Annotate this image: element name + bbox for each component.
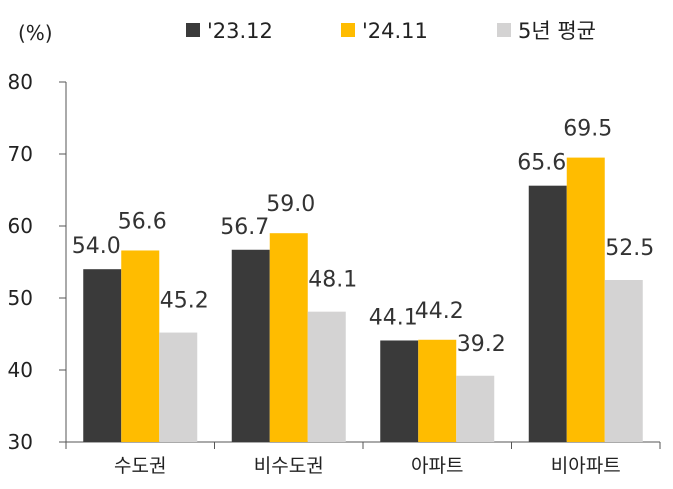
bar <box>528 185 567 442</box>
y-axis: 30 40 50 60 70 80 <box>8 70 67 454</box>
data-label: 65.6 <box>517 151 566 176</box>
y-tick-label: 80 <box>8 70 33 94</box>
data-label: 54.0 <box>72 234 121 259</box>
y-unit-label: (%) <box>18 21 53 45</box>
bar <box>159 332 198 442</box>
legend-label: '24.11 <box>362 19 428 43</box>
x-tick-label: 수도권 <box>114 455 166 477</box>
data-label: 69.5 <box>563 117 612 142</box>
bar <box>418 339 457 442</box>
data-label: 59.0 <box>266 192 315 217</box>
data-label: 45.2 <box>160 289 209 314</box>
data-label: 52.5 <box>605 236 654 261</box>
bar <box>566 157 605 442</box>
data-label: 56.6 <box>118 209 167 234</box>
x-tick-label: 비아파트 <box>551 455 621 477</box>
bar <box>231 249 270 442</box>
legend: '23.12 '24.11 5년 평균 <box>186 19 596 43</box>
legend-swatch <box>341 23 355 37</box>
legend-label: '23.12 <box>207 19 273 43</box>
y-tick-label: 50 <box>8 286 33 310</box>
data-labels: 54.056.6 45.2 56.759.0 48.1 44.144.2 39.2 65.6… <box>72 117 654 357</box>
data-label: 56.7 <box>220 215 269 240</box>
bar <box>121 250 160 442</box>
data-label: 48.1 <box>308 268 357 293</box>
bar <box>456 375 495 442</box>
bar <box>269 233 308 442</box>
data-label: 44.1 <box>369 305 418 330</box>
y-tick-label: 30 <box>8 430 33 454</box>
y-tick-label: 40 <box>8 358 33 382</box>
legend-swatch <box>186 23 200 37</box>
legend-swatch <box>497 23 511 37</box>
data-label: 44.2 <box>415 299 464 324</box>
bar <box>307 311 346 442</box>
x-tick-label: 비수도권 <box>254 455 324 477</box>
x-axis: 수도권 비수도권 아파트 비아파트 <box>65 441 661 477</box>
bar <box>380 340 419 442</box>
y-tick-label: 60 <box>8 214 33 238</box>
x-tick-label: 아파트 <box>411 455 463 477</box>
legend-label: 5년 평균 <box>518 19 596 43</box>
y-tick-label: 70 <box>8 142 33 166</box>
bar <box>83 269 122 442</box>
data-label: 39.2 <box>457 332 506 357</box>
bars <box>83 157 643 442</box>
bar <box>604 280 643 442</box>
